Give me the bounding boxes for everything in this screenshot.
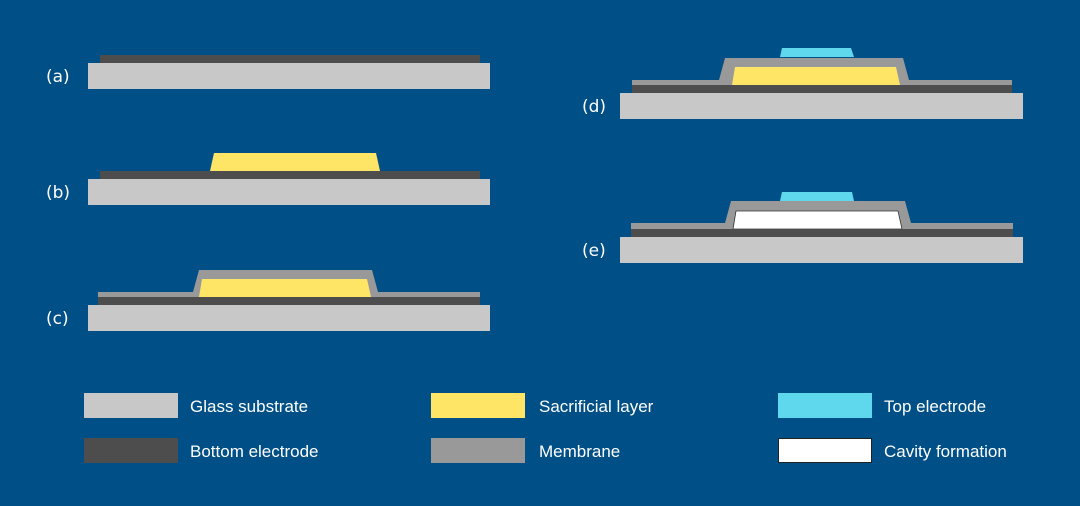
top-electrode xyxy=(780,48,854,57)
sacrificial-layer xyxy=(199,279,371,297)
glass-substrate xyxy=(88,63,490,89)
step-label: (e) xyxy=(582,241,606,261)
legend-swatch-bottom-electrode xyxy=(84,438,178,463)
glass-substrate xyxy=(88,305,490,331)
legend: Glass substrate Sacrificial layer Top el… xyxy=(84,393,1007,463)
legend-label: Sacrificial layer xyxy=(539,397,654,416)
cavity xyxy=(732,210,903,230)
step-b: (b) xyxy=(46,153,490,205)
glass-substrate xyxy=(620,237,1023,263)
step-label: (b) xyxy=(46,183,70,203)
bottom-electrode xyxy=(98,297,480,305)
step-c: (c) xyxy=(46,270,490,331)
step-e: (e) xyxy=(582,192,1023,263)
step-label: (a) xyxy=(46,67,70,87)
legend-label: Bottom electrode xyxy=(190,442,319,461)
step-d: (d) xyxy=(582,48,1023,119)
legend-swatch-glass-substrate xyxy=(84,393,178,418)
legend-label: Glass substrate xyxy=(190,397,308,416)
sacrificial-layer xyxy=(210,153,380,171)
legend-swatch-top-electrode xyxy=(778,393,872,418)
glass-substrate xyxy=(88,179,490,205)
bottom-electrode xyxy=(632,85,1012,93)
bottom-electrode xyxy=(631,229,1013,237)
step-label: (d) xyxy=(582,97,606,117)
step-a: (a) xyxy=(46,55,490,89)
bottom-electrode xyxy=(100,55,480,63)
legend-swatch-sacrificial-layer xyxy=(431,393,525,418)
legend-label: Membrane xyxy=(539,442,620,461)
bottom-electrode xyxy=(100,171,480,179)
legend-label: Cavity formation xyxy=(884,442,1007,461)
legend-swatch-cavity xyxy=(778,438,872,463)
legend-label: Top electrode xyxy=(884,397,986,416)
top-electrode xyxy=(780,192,854,201)
glass-substrate xyxy=(620,93,1023,119)
step-label: (c) xyxy=(46,309,69,329)
legend-swatch-membrane xyxy=(431,438,525,463)
sacrificial-layer xyxy=(732,67,900,85)
